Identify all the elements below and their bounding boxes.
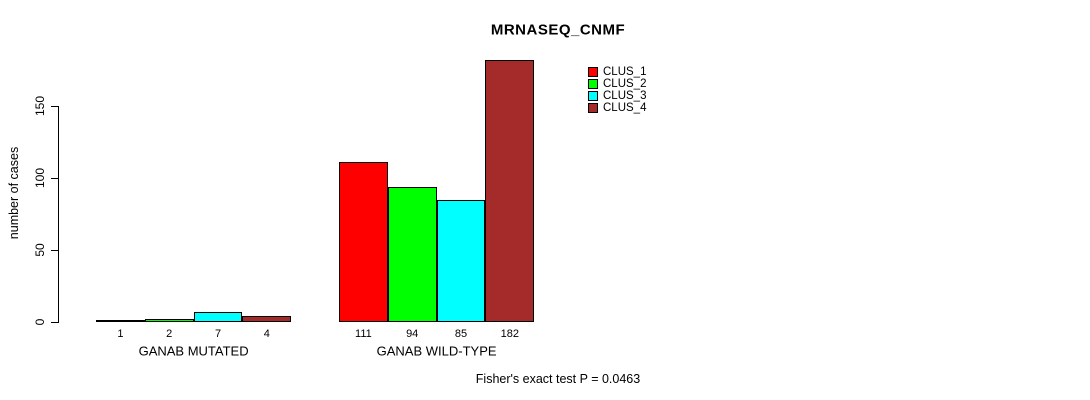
legend-swatch — [588, 79, 598, 89]
legend-label: CLUS_4 — [603, 102, 647, 114]
bar — [96, 320, 145, 322]
y-tick-label: 100 — [33, 167, 47, 189]
bar — [242, 316, 292, 322]
y-tick — [51, 322, 58, 323]
bar-value-label: 94 — [406, 327, 419, 340]
y-axis-label: number of cases — [7, 146, 21, 240]
bar-value-label: 1 — [117, 327, 124, 340]
y-tick-label: 150 — [33, 95, 47, 117]
bar — [339, 162, 388, 322]
y-tick — [51, 106, 58, 107]
chart-title: MRNASEQ_CNMF — [490, 21, 626, 39]
legend-label: CLUS_3 — [603, 90, 647, 102]
legend-swatch — [588, 91, 598, 101]
y-tick-label: 50 — [33, 243, 47, 257]
bar — [193, 311, 243, 322]
y-tick-label: 0 — [33, 318, 47, 326]
bar-value-label: 85 — [454, 327, 468, 340]
legend-swatch — [588, 103, 598, 113]
x-category-label: GANAB MUTATED — [138, 343, 249, 359]
bar-value-label: 111 — [355, 327, 372, 340]
y-tick — [51, 178, 58, 179]
legend-label: CLUS_1 — [603, 66, 647, 78]
bar — [436, 199, 486, 322]
y-tick — [51, 250, 58, 251]
bar — [485, 59, 535, 322]
bar-value-label: 4 — [263, 327, 270, 340]
x-category-label: GANAB WILD-TYPE — [376, 343, 497, 359]
stat-test-annotation: Fisher's exact test P = 0.0463 — [475, 372, 641, 386]
bar — [387, 186, 437, 322]
bar-value-label: 2 — [166, 327, 173, 340]
y-axis-line — [58, 106, 59, 323]
bar-value-label: 182 — [500, 327, 519, 340]
bar-value-label: 7 — [214, 327, 222, 340]
legend-label: CLUS_2 — [603, 78, 647, 90]
bar — [144, 319, 194, 322]
legend-swatch — [588, 67, 598, 77]
